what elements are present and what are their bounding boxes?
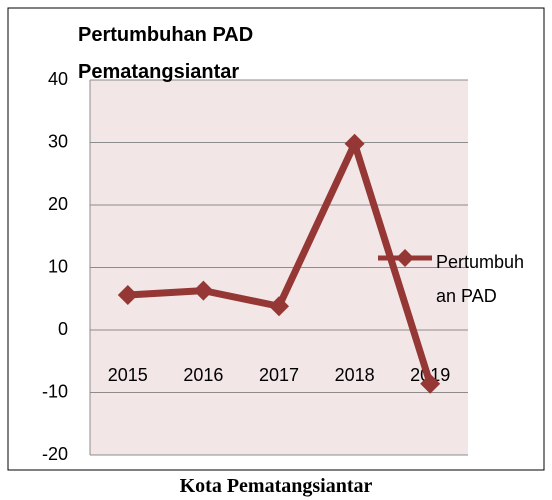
y-tick-label: -10 [42,381,68,401]
x-tick-label: 2015 [108,365,148,385]
x-tick-label: 2017 [259,365,299,385]
chart-title: Pertumbuhan PAD Pematangsiantar [78,24,254,83]
y-tick-label: 30 [48,131,68,151]
chart-border [7,7,545,471]
data-point [117,285,138,305]
y-tick-label: -20 [42,444,68,464]
data-point [420,373,441,394]
legend-label: Pertumbuhan PAD [436,252,525,306]
legend-marker [396,249,414,267]
data-point [193,280,214,301]
data-point [269,296,289,317]
y-tick-label: 20 [48,194,68,214]
y-tick-label: 40 [48,69,68,89]
x-tick-label: 2016 [183,365,223,385]
y-tick-label: 10 [48,256,68,276]
x-tick-label: 2018 [335,365,375,385]
data-point [344,133,365,154]
y-tick-label: 0 [58,319,68,339]
caption: Kota Pematangsiantar [179,475,373,497]
